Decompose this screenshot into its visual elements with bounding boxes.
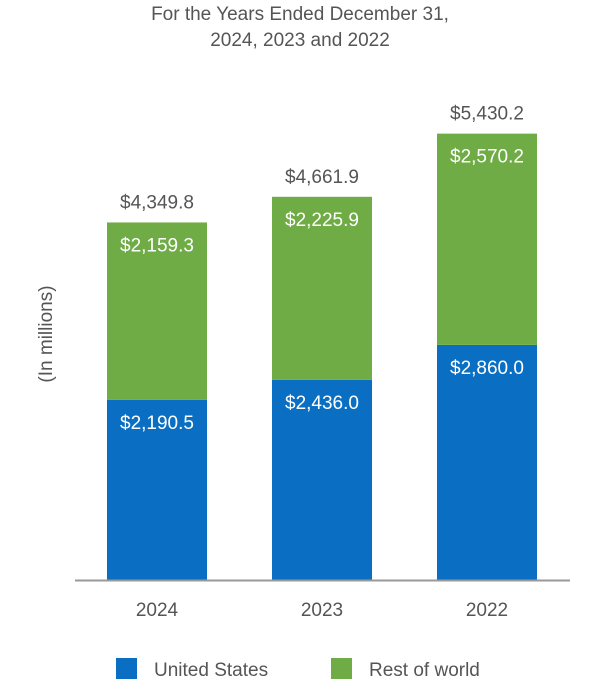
bar-united-states-2023 [272,379,372,580]
x-tick-label-2024: 2024 [136,600,179,621]
total-label-2024: $4,349.8 [120,192,194,213]
total-label-2022: $5,430.2 [450,104,524,125]
bar-united-states-2022 [437,344,537,580]
legend-label-united-states: United States [154,660,268,681]
legend-label-rest-of-world: Rest of world [369,660,480,681]
bar-united-states-2024 [107,399,207,580]
bar-rest-of-world-2023 [272,196,372,380]
bar-rest-of-world-2022 [437,133,537,345]
data-label-united-states-2023: $2,436.0 [285,393,359,414]
legend-swatch-rest-of-world [331,658,352,679]
chart-title-line-2: 2024, 2023 and 2022 [210,30,390,51]
total-label-2023: $4,661.9 [285,167,359,188]
data-label-united-states-2022: $2,860.0 [450,358,524,379]
data-label-rest-of-world-2024: $2,159.3 [120,235,194,256]
bar-rest-of-world-2024 [107,222,207,400]
x-tick-label-2022: 2022 [466,600,508,621]
data-label-rest-of-world-2022: $2,570.2 [450,147,524,168]
y-axis-label: (In millions) [36,285,57,382]
data-label-rest-of-world-2023: $2,225.9 [285,210,359,231]
legend-swatch-united-states [116,658,137,679]
data-label-united-states-2024: $2,190.5 [120,413,194,434]
chart-title-line-1: For the Years Ended December 31, [151,4,449,25]
x-tick-label-2023: 2023 [301,600,343,621]
